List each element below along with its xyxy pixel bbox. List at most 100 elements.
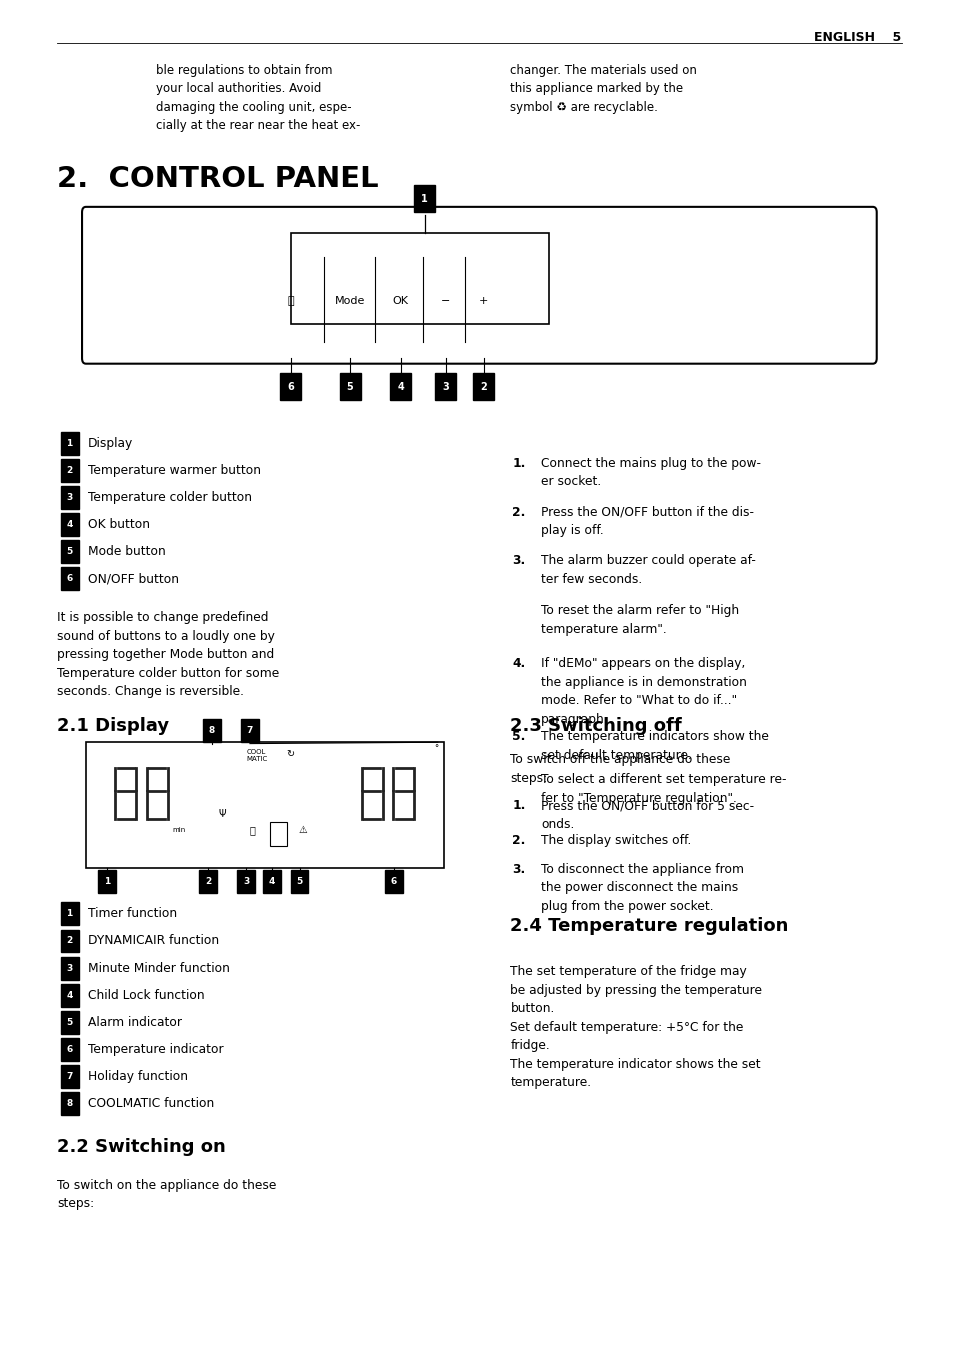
FancyBboxPatch shape: [199, 871, 216, 894]
FancyBboxPatch shape: [339, 373, 360, 400]
Text: To disconnect the appliance from
the power disconnect the mains
plug from the po: To disconnect the appliance from the pow…: [540, 863, 743, 913]
Text: 3: 3: [243, 877, 249, 886]
Text: 2.1 Display: 2.1 Display: [57, 717, 170, 734]
Text: +: +: [478, 296, 488, 307]
Text: 1: 1: [67, 439, 72, 448]
Text: Alarm indicator: Alarm indicator: [88, 1015, 182, 1029]
Text: changer. The materials used on
this appliance marked by the
symbol ♻ are recycla: changer. The materials used on this appl…: [510, 64, 697, 114]
Text: Temperature indicator: Temperature indicator: [88, 1042, 223, 1056]
Text: 2.: 2.: [512, 834, 525, 848]
Text: 5: 5: [67, 548, 72, 556]
Text: 8: 8: [67, 1099, 72, 1107]
Text: OK button: OK button: [88, 518, 150, 531]
Text: If "dEMo" appears on the display,
the appliance is in demonstration
mode. Refer : If "dEMo" appears on the display, the ap…: [540, 657, 746, 726]
Text: ON/OFF button: ON/OFF button: [88, 572, 178, 585]
Bar: [291, 233, 548, 324]
FancyBboxPatch shape: [61, 512, 78, 535]
FancyBboxPatch shape: [390, 373, 411, 400]
Text: 4: 4: [67, 521, 72, 529]
Text: 2: 2: [67, 937, 72, 945]
FancyBboxPatch shape: [82, 207, 876, 364]
Text: ⓞ: ⓞ: [288, 296, 294, 307]
Text: ble regulations to obtain from
your local authorities. Avoid
damaging the coolin: ble regulations to obtain from your loca…: [155, 64, 359, 132]
FancyBboxPatch shape: [473, 373, 494, 400]
Text: Display: Display: [88, 437, 132, 450]
Text: To switch on the appliance do these
steps:: To switch on the appliance do these step…: [57, 1179, 276, 1210]
Text: 2.4 Temperature regulation: 2.4 Temperature regulation: [510, 917, 788, 934]
Text: COOLMATIC function: COOLMATIC function: [88, 1096, 213, 1110]
Text: 1: 1: [420, 193, 428, 204]
Text: 4: 4: [67, 991, 72, 999]
Text: 5.: 5.: [512, 730, 525, 744]
Text: 3.: 3.: [512, 554, 525, 568]
FancyBboxPatch shape: [61, 431, 78, 454]
Text: It is possible to change predefined
sound of buttons to a loudly one by
pressing: It is possible to change predefined soun…: [57, 611, 279, 698]
Text: 6: 6: [67, 1045, 72, 1053]
Text: 2.  CONTROL PANEL: 2. CONTROL PANEL: [57, 165, 378, 193]
FancyBboxPatch shape: [61, 1011, 78, 1034]
Text: The temperature indicators show the
set default temperature.: The temperature indicators show the set …: [540, 730, 768, 761]
FancyBboxPatch shape: [61, 1065, 78, 1087]
Text: 1.: 1.: [512, 799, 525, 813]
Text: 1.: 1.: [512, 457, 525, 470]
Text: To reset the alarm refer to "High
temperature alarm".: To reset the alarm refer to "High temper…: [540, 604, 739, 635]
Text: Minute Minder function: Minute Minder function: [88, 961, 230, 975]
FancyBboxPatch shape: [61, 984, 78, 1006]
Text: Mode: Mode: [335, 296, 365, 307]
Text: 6: 6: [67, 575, 72, 583]
Text: 4.: 4.: [512, 657, 525, 671]
Text: 5: 5: [67, 1018, 72, 1026]
Text: 3.: 3.: [512, 863, 525, 876]
Text: ⚠: ⚠: [298, 825, 308, 836]
Text: 4: 4: [269, 877, 274, 886]
FancyBboxPatch shape: [61, 458, 78, 481]
Text: 2: 2: [67, 466, 72, 475]
Text: −: −: [440, 296, 450, 307]
FancyBboxPatch shape: [237, 871, 254, 894]
Text: 6: 6: [391, 877, 396, 886]
FancyBboxPatch shape: [385, 871, 402, 894]
FancyBboxPatch shape: [61, 930, 78, 952]
Text: 1: 1: [104, 877, 110, 886]
Text: The set temperature of the fridge may
be adjusted by pressing the temperature
bu: The set temperature of the fridge may be…: [510, 965, 761, 1090]
Text: 4: 4: [396, 381, 404, 392]
FancyBboxPatch shape: [61, 539, 78, 562]
Text: Mode button: Mode button: [88, 545, 165, 558]
Text: ⍾: ⍾: [250, 825, 255, 836]
Bar: [86, 742, 443, 868]
Text: Child Lock function: Child Lock function: [88, 988, 204, 1002]
Text: 1: 1: [67, 910, 72, 918]
Text: ENGLISH    5: ENGLISH 5: [814, 31, 901, 45]
Text: OK: OK: [393, 296, 408, 307]
Text: Temperature warmer button: Temperature warmer button: [88, 464, 260, 477]
Text: DYNAMICAIR function: DYNAMICAIR function: [88, 934, 218, 948]
Text: COOL
MATIC: COOL MATIC: [246, 749, 267, 761]
Text: 6: 6: [287, 381, 294, 392]
FancyBboxPatch shape: [98, 871, 115, 894]
FancyBboxPatch shape: [435, 373, 456, 400]
Text: Holiday function: Holiday function: [88, 1069, 188, 1083]
Text: 8: 8: [209, 726, 214, 734]
Text: The display switches off.: The display switches off.: [540, 834, 691, 848]
Text: 2.: 2.: [512, 506, 525, 519]
Text: 2.3 Switching off: 2.3 Switching off: [510, 717, 681, 734]
FancyBboxPatch shape: [61, 485, 78, 508]
Text: Temperature colder button: Temperature colder button: [88, 491, 252, 504]
Text: 2: 2: [205, 877, 211, 886]
FancyBboxPatch shape: [203, 719, 220, 741]
FancyBboxPatch shape: [291, 871, 308, 894]
Text: Timer function: Timer function: [88, 907, 176, 921]
Text: 3: 3: [67, 964, 72, 972]
FancyBboxPatch shape: [61, 903, 78, 925]
Text: 3: 3: [67, 493, 72, 502]
Text: To select a different set temperature re-
fer to "Temperature regulation".: To select a different set temperature re…: [540, 773, 785, 804]
FancyBboxPatch shape: [61, 1038, 78, 1060]
Text: Press the ON/OFF button for 5 sec-
onds.: Press the ON/OFF button for 5 sec- onds.: [540, 799, 753, 830]
Text: ↻: ↻: [286, 749, 294, 758]
Text: Connect the mains plug to the pow-
er socket.: Connect the mains plug to the pow- er so…: [540, 457, 760, 488]
Text: 3: 3: [441, 381, 449, 392]
Text: Press the ON/OFF button if the dis-
play is off.: Press the ON/OFF button if the dis- play…: [540, 506, 753, 537]
Text: °: °: [434, 745, 437, 753]
Text: To switch off the appliance do these
steps:: To switch off the appliance do these ste…: [510, 753, 730, 784]
Text: 5: 5: [296, 877, 302, 886]
